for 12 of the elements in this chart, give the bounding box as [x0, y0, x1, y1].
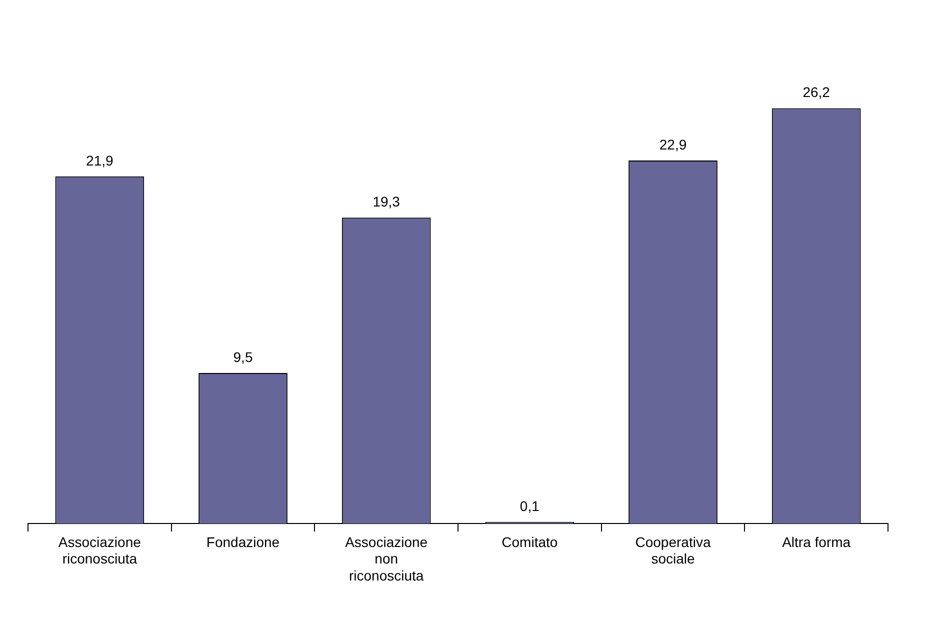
x-tick-label: Associazione non riconosciuta: [345, 534, 428, 584]
data-label: 21,9: [86, 152, 114, 168]
x-tick-label: Cooperativa sociale: [635, 534, 711, 567]
x-tick-label: Altra forma: [782, 534, 851, 550]
x-tick-label: Associazione riconosciuta: [58, 534, 142, 567]
data-label: 0,1: [520, 498, 540, 514]
x-tick-label: Fondazione: [206, 534, 280, 550]
data-label: 9,5: [233, 348, 253, 365]
x-tick-label: Comitato: [502, 534, 558, 550]
data-label: 22,9: [659, 136, 687, 152]
data-label: 26,2: [802, 84, 830, 100]
data-label: 19,3: [372, 193, 400, 210]
